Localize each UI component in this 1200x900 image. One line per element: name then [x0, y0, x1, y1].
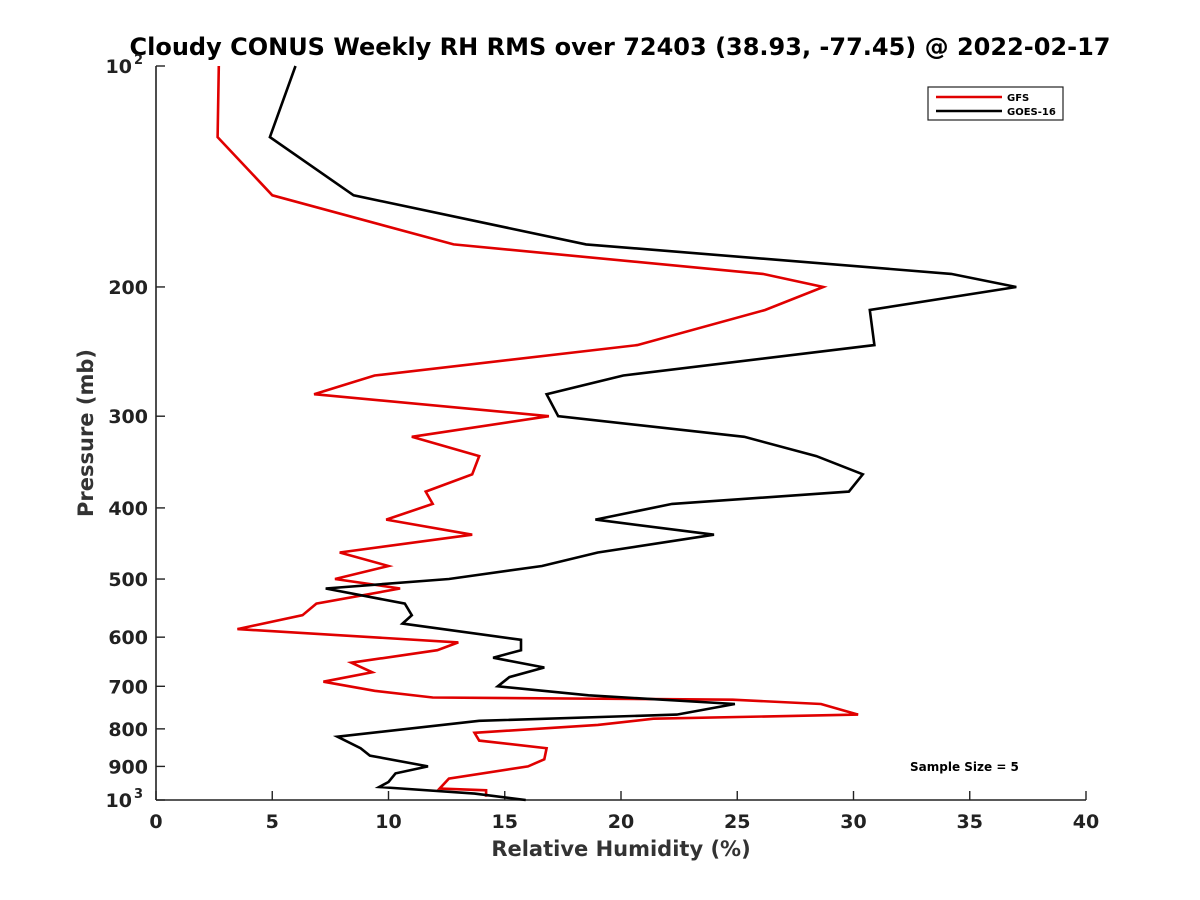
x-tick-label: 40	[1073, 811, 1099, 833]
plot-area: 0 5 10 15 20 25 30 35 40 10 220030040050060070080…	[106, 53, 1100, 833]
x-tick-label: 0	[149, 811, 162, 833]
y-tick-label: 10	[106, 790, 132, 812]
y-tick-label: 400	[108, 498, 148, 520]
x-tick-label: 15	[492, 811, 518, 833]
x-axis-label: Relative Humidity (%)	[491, 837, 750, 861]
x-tick-label: 35	[957, 811, 983, 833]
y-tick-exponent: 2	[134, 53, 143, 68]
chart-title: Cloudy CONUS Weekly RH RMS over 72403 (3…	[130, 33, 1111, 61]
legend: GFS GOES-16	[927, 86, 1064, 121]
x-tick-label: 20	[608, 811, 634, 833]
x-tick-label: 25	[724, 811, 750, 833]
x-ticks: 0 5 10 15 20 25 30 35 40	[149, 791, 1099, 833]
series-line-goes-16	[268, 65, 1017, 802]
sample-size-annotation: Sample Size = 5	[910, 760, 1019, 774]
x-tick-label: 30	[840, 811, 866, 833]
y-tick-label: 300	[108, 406, 148, 428]
x-tick-label: 10	[375, 811, 401, 833]
y-tick-label: 900	[108, 756, 148, 778]
y-tick-label: 800	[108, 719, 148, 741]
y-tick-label: 700	[108, 676, 148, 698]
y-tick-label: 10	[106, 56, 132, 78]
y-tick-label: 200	[108, 277, 148, 299]
series-line-gfs	[216, 65, 859, 797]
x-tick-label: 5	[266, 811, 279, 833]
y-tick-exponent: 3	[134, 787, 143, 802]
legend-box	[927, 86, 1064, 121]
y-axis-label: Pressure (mb)	[74, 349, 98, 517]
y-tick-label: 600	[108, 627, 148, 649]
legend-label-goes16: GOES-16	[1007, 107, 1056, 118]
legend-label-gfs: GFS	[1007, 93, 1029, 104]
y-tick-label: 500	[108, 569, 148, 591]
series-layer	[216, 65, 1017, 802]
